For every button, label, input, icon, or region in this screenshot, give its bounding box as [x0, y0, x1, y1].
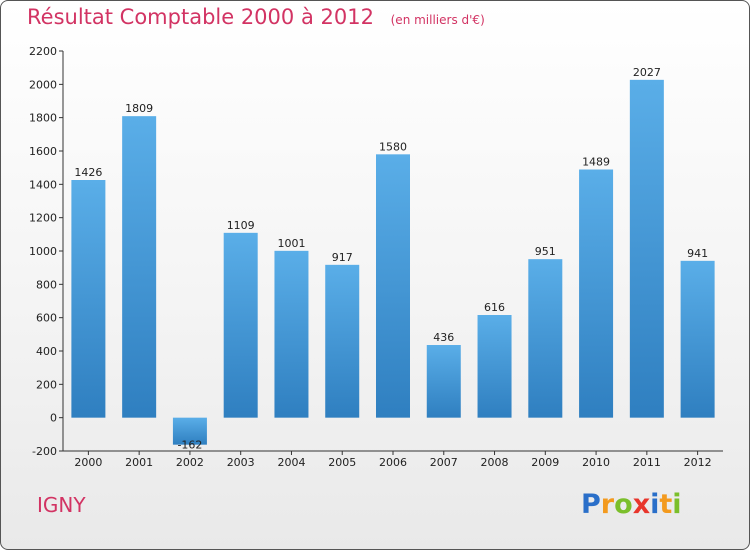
- logo-letter: P: [581, 489, 601, 520]
- data-label-2002: -162: [177, 439, 202, 452]
- logo-letter: x: [632, 489, 651, 520]
- y-tick-label: 1200: [29, 212, 57, 225]
- bar-2003: [223, 232, 258, 418]
- x-tick-label-2004: 2004: [277, 456, 305, 469]
- y-tick-label: 600: [36, 312, 57, 325]
- data-label-2012: 941: [687, 247, 708, 260]
- data-label-2008: 616: [484, 301, 505, 314]
- chart-title: Résultat Comptable 2000 à 2012 (en milli…: [27, 5, 485, 29]
- logo-letter: o: [614, 489, 633, 520]
- x-tick-label-2005: 2005: [328, 456, 356, 469]
- chart-unit-label: (en milliers d'€): [390, 13, 485, 27]
- x-tick-label-2000: 2000: [74, 456, 102, 469]
- y-tick-label: 0: [50, 412, 57, 425]
- y-tick-label: 2000: [29, 78, 57, 91]
- data-label-2007: 436: [433, 331, 454, 344]
- x-tick-label-2009: 2009: [531, 456, 559, 469]
- logo-letter: t: [659, 489, 673, 520]
- bar-2009: [528, 259, 563, 418]
- logo-letter: r: [600, 489, 615, 520]
- commune-name: IGNY: [37, 493, 86, 517]
- chart-title-text: Résultat Comptable 2000 à 2012: [27, 5, 374, 29]
- bar-2010: [579, 169, 614, 418]
- x-tick-label-2001: 2001: [125, 456, 153, 469]
- y-tick-label: 400: [36, 345, 57, 358]
- y-tick-label: 2200: [29, 45, 57, 58]
- logo-letter: i: [672, 489, 682, 520]
- x-tick-label-2002: 2002: [176, 456, 204, 469]
- logo-letter: i: [650, 489, 660, 520]
- bar-2006: [376, 154, 410, 418]
- proxiti-logo: Proxiti: [581, 489, 682, 520]
- x-tick-label-2010: 2010: [582, 456, 610, 469]
- bar-2007: [426, 345, 461, 418]
- x-tick-label-2006: 2006: [379, 456, 407, 469]
- bar-2002: [172, 417, 207, 445]
- y-tick-label: -200: [32, 445, 57, 458]
- bar-2005: [325, 264, 360, 418]
- data-label-2010: 1489: [582, 156, 610, 169]
- y-tick-label: 1400: [29, 178, 57, 191]
- data-label-2004: 1001: [277, 237, 305, 250]
- bar-2000: [71, 180, 106, 418]
- y-tick-label: 1600: [29, 145, 57, 158]
- bar-2004: [274, 250, 309, 418]
- bar-2008: [477, 315, 512, 418]
- data-label-2003: 1109: [227, 219, 255, 232]
- data-label-2006: 1580: [379, 140, 407, 153]
- x-tick-label-2012: 2012: [684, 456, 712, 469]
- y-tick-label: 1800: [29, 112, 57, 125]
- x-tick-label-2011: 2011: [633, 456, 661, 469]
- data-label-2001: 1809: [125, 102, 153, 115]
- y-tick-label: 800: [36, 278, 57, 291]
- y-tick-label: 200: [36, 378, 57, 391]
- data-label-2000: 1426: [74, 166, 102, 179]
- bar-2011: [629, 79, 664, 418]
- x-tick-label-2007: 2007: [430, 456, 458, 469]
- data-label-2005: 917: [332, 251, 353, 264]
- x-tick-label-2008: 2008: [481, 456, 509, 469]
- bar-2001: [122, 116, 157, 418]
- data-label-2009: 951: [535, 245, 556, 258]
- bar-2012: [680, 260, 715, 418]
- data-label-2011: 2027: [633, 66, 661, 79]
- y-tick-label: 1000: [29, 245, 57, 258]
- x-tick-label-2003: 2003: [227, 456, 255, 469]
